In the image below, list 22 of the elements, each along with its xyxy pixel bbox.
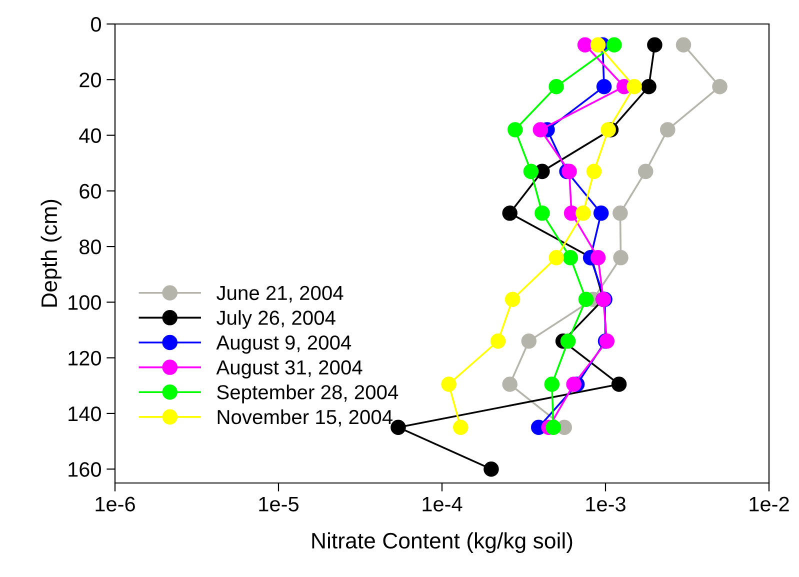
legend-label: September 28, 2004 bbox=[217, 384, 398, 404]
y-tick-label: 20 bbox=[80, 72, 101, 88]
x-tick-label: 1e-2 bbox=[750, 496, 789, 512]
y-tick-label: 140 bbox=[68, 406, 101, 422]
x-axis-title: Nitrate Content (kg/kg soil) bbox=[312, 532, 572, 553]
y-tick-label: 100 bbox=[68, 295, 101, 310]
x-tick-label: 1e-4 bbox=[422, 496, 462, 512]
y-axis-title: Depth (cm) bbox=[40, 200, 62, 307]
legend-label: November 15, 2004 bbox=[218, 409, 392, 427]
y-tick-label: 80 bbox=[80, 240, 101, 254]
x-tick-label: 1e-6 bbox=[96, 496, 135, 512]
y-tick-label: 160 bbox=[68, 462, 101, 477]
y-tick-label: 120 bbox=[68, 350, 101, 366]
y-tick-label: 40 bbox=[79, 128, 101, 144]
x-tick-label: 1e-5 bbox=[259, 496, 298, 512]
legend-label: August 9, 2004 bbox=[216, 335, 352, 354]
legend-label: July 26, 2004 bbox=[216, 310, 336, 329]
legend-label: June 21, 2004 bbox=[216, 286, 344, 302]
y-tick-label: 0 bbox=[91, 17, 101, 32]
x-tick-label: 1e-3 bbox=[586, 496, 626, 512]
y-tick-label: 60 bbox=[80, 184, 101, 199]
legend-label: August 31, 2004 bbox=[216, 360, 362, 379]
